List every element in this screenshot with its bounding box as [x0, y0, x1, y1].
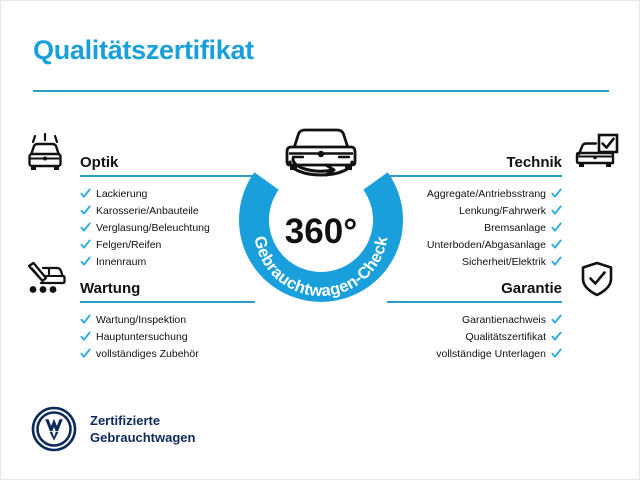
- check-icon: [551, 222, 562, 233]
- list-item-label: vollständiges Zubehör: [96, 347, 199, 360]
- section-divider: [80, 301, 255, 303]
- section-header: Technik: [387, 133, 619, 177]
- check-icon: [80, 205, 91, 216]
- list-item: Qualitätszertifikat: [387, 328, 619, 345]
- section-header: Optik: [23, 132, 255, 177]
- list-item: Sicherheit/Elektrik: [387, 253, 619, 270]
- section-garantie: Garantie Garantienachweis Qualitätszerti…: [387, 259, 619, 360]
- list-item-label: Felgen/Reifen: [96, 238, 162, 251]
- check-icon: [80, 331, 91, 342]
- section-header: Garantie: [387, 259, 619, 303]
- car-front-checkbox-icon: [575, 133, 619, 173]
- badge-center-text: 360°: [285, 212, 357, 251]
- check-icon: [551, 205, 562, 216]
- list-item: Garantienachweis: [387, 311, 619, 328]
- list-item: Hauptuntersuchung: [23, 328, 255, 345]
- shield-check-icon: [575, 259, 619, 299]
- list-item: Bremsanlage: [387, 219, 619, 236]
- section-divider: [387, 175, 562, 177]
- list-item: vollständige Unterlagen: [387, 345, 619, 362]
- list-item-label: Aggregate/Antriebsstrang: [426, 187, 546, 200]
- checklist: Wartung/Inspektion Hauptuntersuchung vol…: [23, 311, 255, 362]
- section-title: Optik: [80, 154, 119, 171]
- car-front-shine-icon: [23, 132, 67, 173]
- car-rotation-360-icon: [285, 128, 357, 177]
- list-item-label: Unterboden/Abgasanlage: [426, 238, 546, 251]
- check-icon: [80, 348, 91, 359]
- list-item-label: Karosserie/Anbauteile: [96, 204, 199, 217]
- list-item: Unterboden/Abgasanlage: [387, 236, 619, 253]
- check-icon: [80, 314, 91, 325]
- section-technik: Technik Aggregate/Antriebsstrang Lenkung…: [387, 133, 619, 268]
- list-item-label: Hauptuntersuchung: [96, 330, 188, 343]
- header-divider: [33, 90, 609, 92]
- list-item: Aggregate/Antriebsstrang: [387, 185, 619, 202]
- check-icon: [551, 188, 562, 199]
- check-icon: [80, 239, 91, 250]
- page-title: Qualitätszertifikat: [33, 35, 254, 65]
- check-icon: [551, 256, 562, 267]
- section-title: Technik: [506, 154, 562, 171]
- list-item: Verglasung/Beleuchtung: [23, 219, 255, 236]
- checklist: Lackierung Karosserie/Anbauteile Verglas…: [23, 185, 255, 270]
- list-item: Karosserie/Anbauteile: [23, 202, 255, 219]
- section-divider: [80, 175, 255, 177]
- check-icon: [80, 256, 91, 267]
- vw-certified-footer: Zertifizierte Gebrauchtwagen: [31, 406, 195, 452]
- vw-certified-label: Zertifizierte Gebrauchtwagen: [90, 412, 195, 446]
- section-title: Garantie: [501, 280, 562, 297]
- vw-logo-icon: [31, 406, 77, 452]
- list-item-label: Qualitätszertifikat: [465, 330, 546, 343]
- list-item: Lenkung/Fahrwerk: [387, 202, 619, 219]
- list-item-label: Sicherheit/Elektrik: [461, 255, 546, 268]
- section-divider: [387, 301, 562, 303]
- list-item-label: Wartung/Inspektion: [96, 313, 187, 326]
- list-item: Innenraum: [23, 253, 255, 270]
- check-icon: [80, 188, 91, 199]
- list-item-label: Innenraum: [96, 255, 147, 268]
- vw-line-1: Zertifizierte: [90, 413, 161, 428]
- list-item-label: Bremsanlage: [484, 221, 546, 234]
- section-header: Wartung: [23, 259, 255, 303]
- checklist: Aggregate/Antriebsstrang Lenkung/Fahrwer…: [387, 185, 619, 270]
- list-item-label: Lenkung/Fahrwerk: [459, 204, 546, 217]
- wrench-car-icon: [23, 259, 67, 299]
- list-item: Wartung/Inspektion: [23, 311, 255, 328]
- list-item-label: Verglasung/Beleuchtung: [96, 221, 210, 234]
- list-item-label: vollständige Unterlagen: [436, 347, 546, 360]
- badge-360-gebrauchtwagen-check: Gebrauchtwagen-Check 360°: [233, 113, 409, 309]
- checklist: Garantienachweis Qualitätszertifikat vol…: [387, 311, 619, 362]
- list-item-label: Lackierung: [96, 187, 148, 200]
- section-wartung: Wartung Wartung/Inspektion Hauptuntersuc…: [23, 259, 255, 360]
- check-icon: [551, 314, 562, 325]
- vw-line-2: Gebrauchtwagen: [90, 430, 196, 445]
- section-optik: Optik Lackierung Karosserie/Anbauteile V…: [23, 132, 255, 268]
- check-icon: [551, 331, 562, 342]
- list-item: vollständiges Zubehör: [23, 345, 255, 362]
- section-title: Wartung: [80, 280, 141, 297]
- check-icon: [551, 348, 562, 359]
- list-item: Lackierung: [23, 185, 255, 202]
- badge-ring: [239, 172, 403, 302]
- check-icon: [80, 222, 91, 233]
- list-item: Felgen/Reifen: [23, 236, 255, 253]
- check-icon: [551, 239, 562, 250]
- list-item-label: Garantienachweis: [461, 313, 546, 326]
